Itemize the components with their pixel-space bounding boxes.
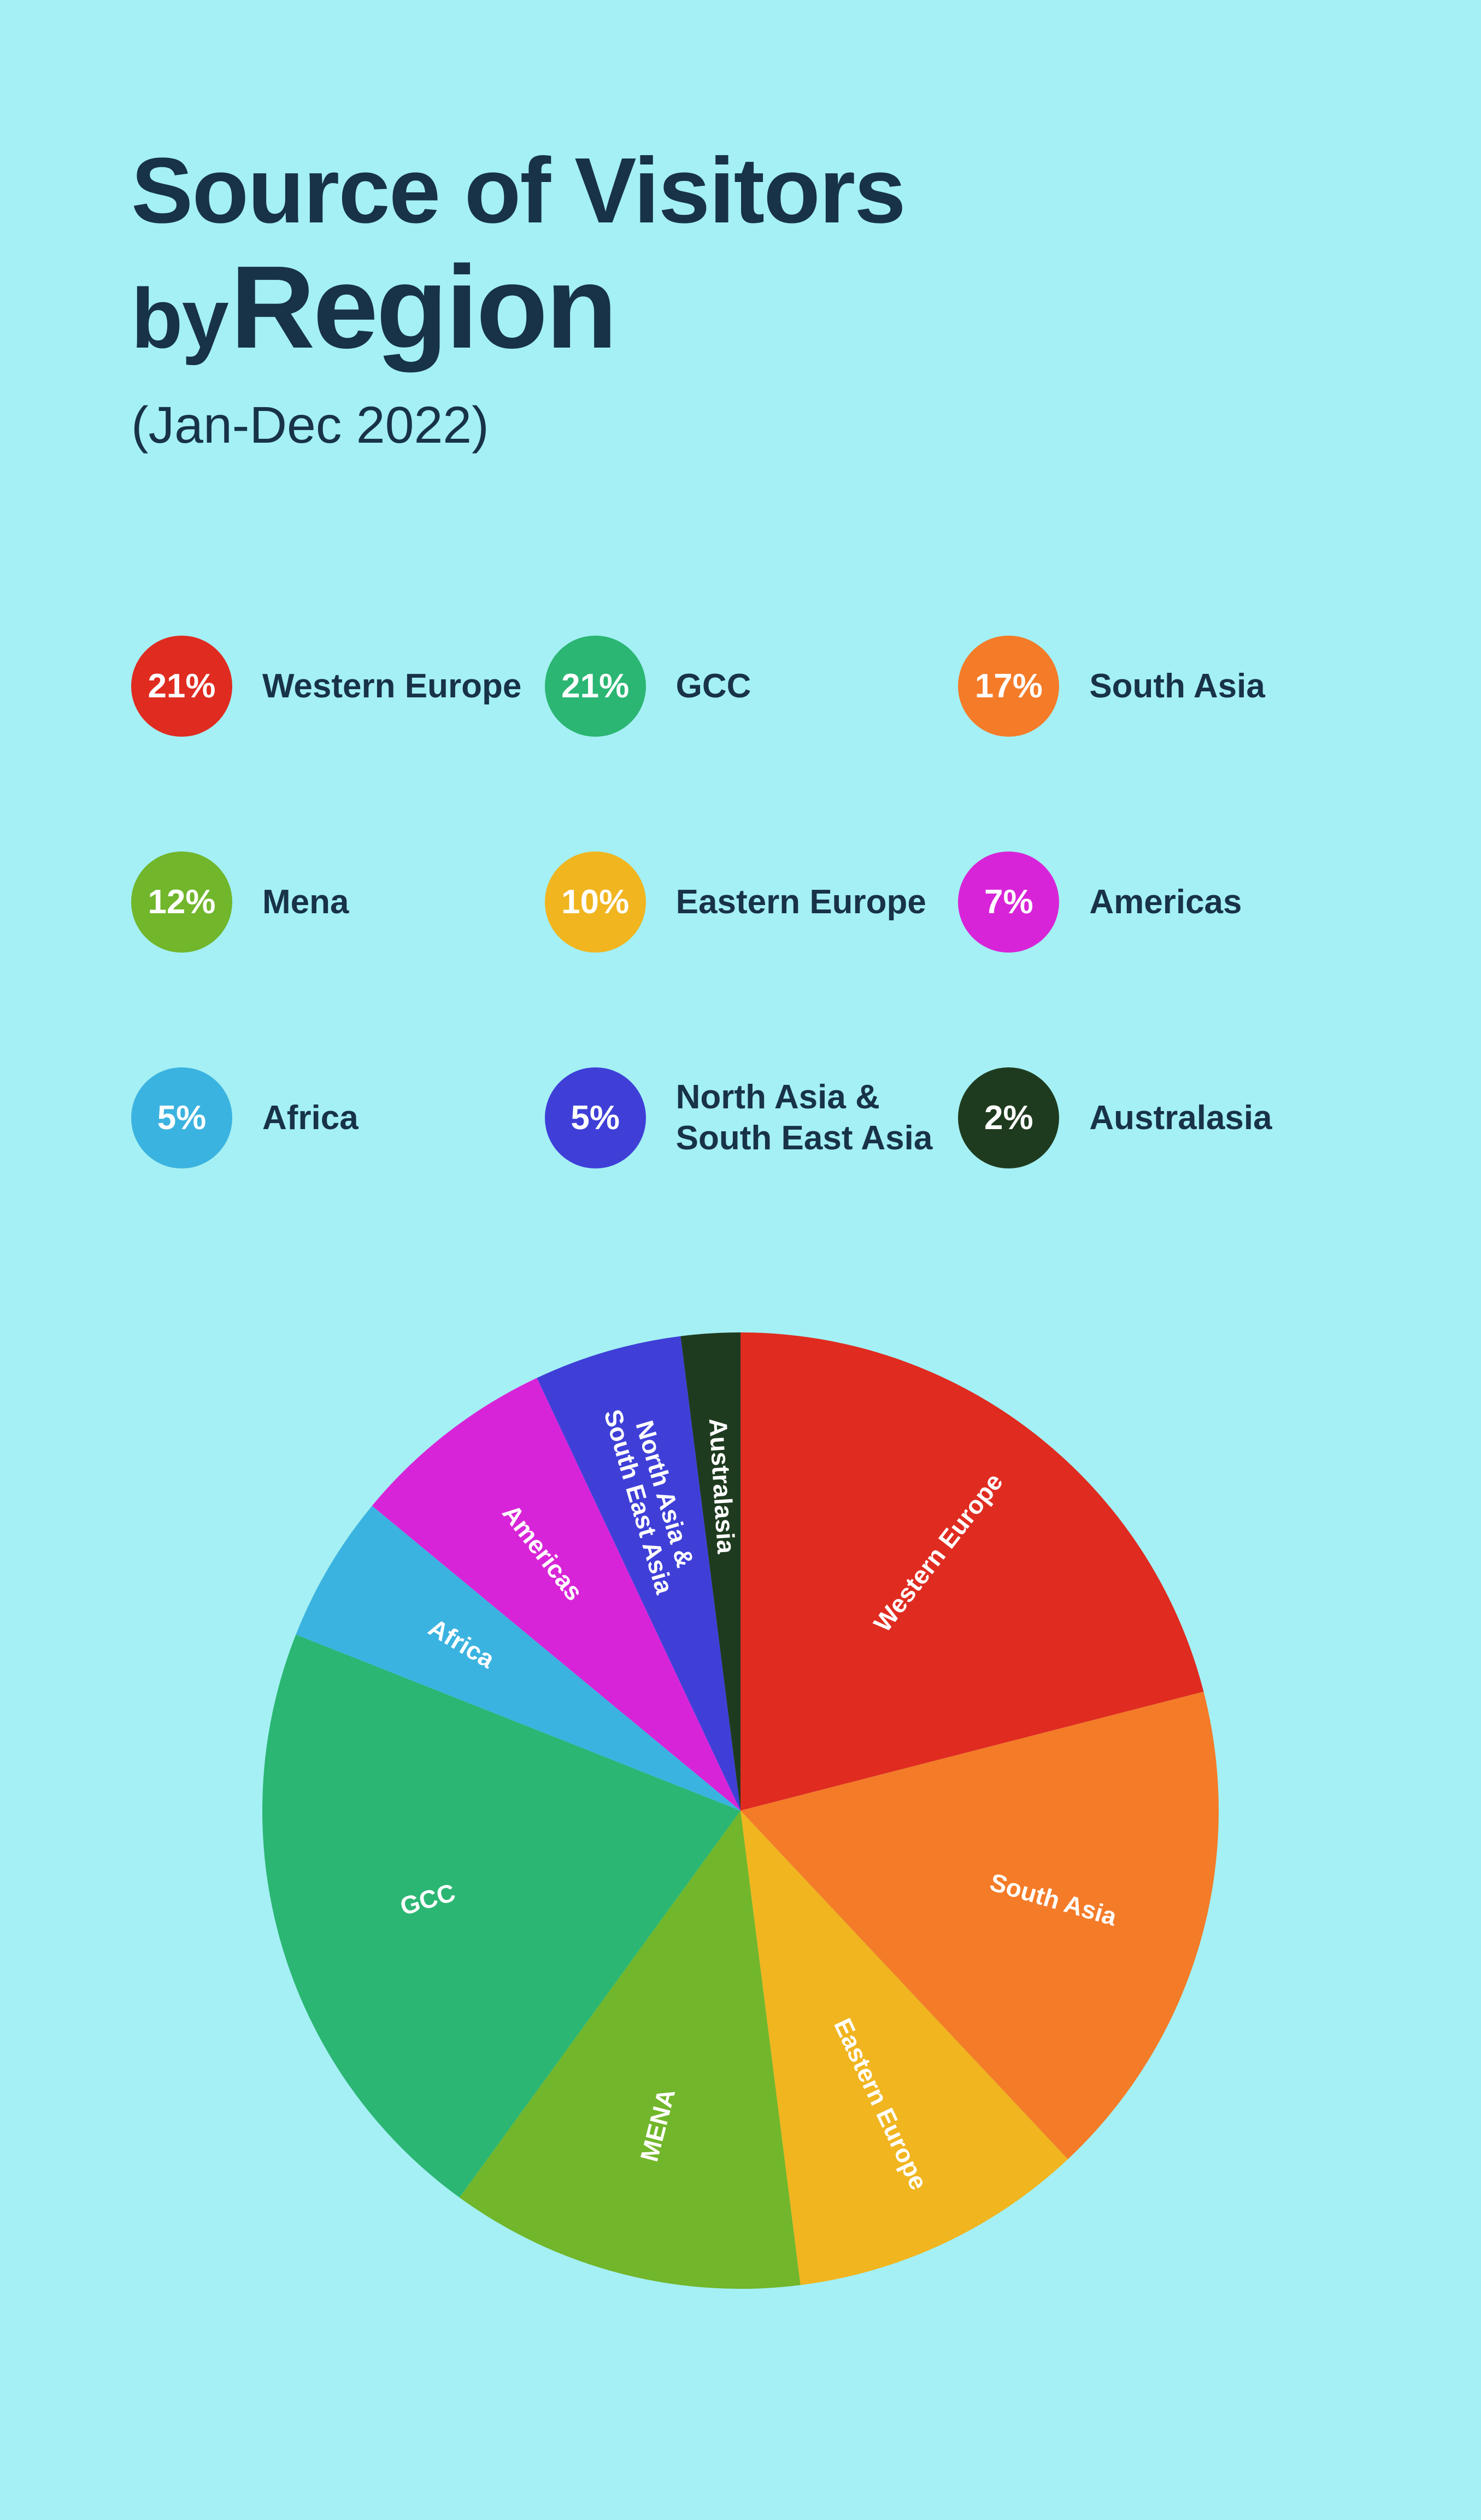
legend-label: Western Europe [262,666,521,707]
legend-label: Americas [1089,882,1242,923]
legend-item: 21% Western Europe [131,636,523,737]
legend-item: 12% Mena [131,851,523,953]
legend-circle: 21% [545,636,646,737]
legend-circle: 5% [545,1067,646,1168]
legend-label: South Asia [1089,666,1265,707]
legend-label: North Asia &South East Asia [676,1077,933,1159]
legend-item: 2% Australasia [958,1067,1350,1168]
pie-chart: Western EuropeSouth AsiaEastern EuropeME… [262,1332,1219,2289]
legend-circle: 7% [958,851,1059,953]
pie-chart-wrap: Western EuropeSouth AsiaEastern EuropeME… [131,1332,1350,2289]
legend-label: GCC [676,666,751,707]
title-line1: Source of Visitors [131,142,1350,240]
subtitle: (Jan-Dec 2022) [131,396,1350,455]
legend-grid: 21% Western Europe 21% GCC 17% South Asia 12% M… [131,636,1350,1168]
title-by: by [131,271,228,366]
legend-label: Mena [262,882,349,923]
legend-item: 7% Americas [958,851,1350,953]
legend-item: 5% Africa [131,1067,523,1168]
legend-label: Australasia [1089,1098,1272,1138]
title-line2: by Region [131,245,1350,369]
legend-item: 21% GCC [545,636,937,737]
legend-label: Africa [262,1098,359,1138]
legend-item: 17% South Asia [958,636,1350,737]
legend-circle: 12% [131,851,232,953]
legend-circle: 21% [131,636,232,737]
legend-circle: 17% [958,636,1059,737]
title-block: Source of Visitors by Region (Jan-Dec 20… [131,142,1350,455]
legend-item: 10% Eastern Europe [545,851,937,953]
title-region: Region [230,241,615,373]
legend-circle: 2% [958,1067,1059,1168]
legend-circle: 10% [545,851,646,953]
legend-item: 5% North Asia &South East Asia [545,1067,937,1168]
legend-circle: 5% [131,1067,232,1168]
legend-label: Eastern Europe [676,882,926,923]
